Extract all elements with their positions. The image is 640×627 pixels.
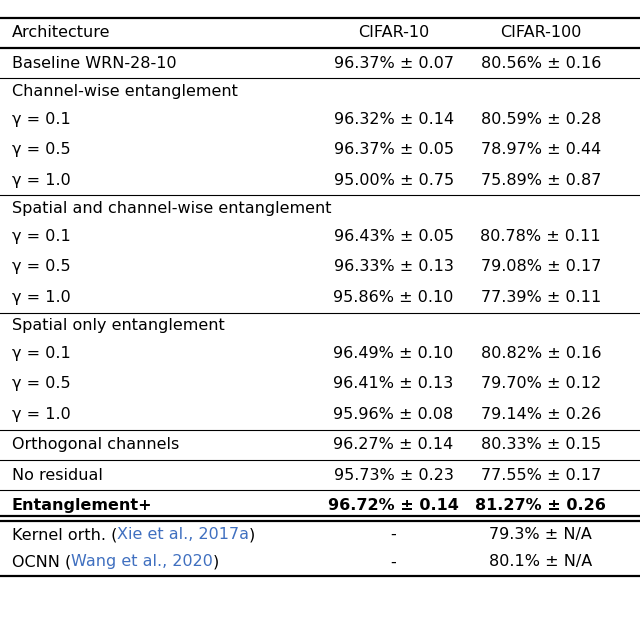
Text: γ = 0.5: γ = 0.5	[12, 260, 70, 275]
Text: 96.32% ± 0.14: 96.32% ± 0.14	[333, 112, 454, 127]
Text: 96.43% ± 0.05: 96.43% ± 0.05	[333, 229, 454, 244]
Text: Spatial only entanglement: Spatial only entanglement	[12, 319, 224, 334]
Text: 96.72% ± 0.14: 96.72% ± 0.14	[328, 498, 459, 513]
Text: 80.82% ± 0.16: 80.82% ± 0.16	[481, 346, 601, 361]
Text: γ = 1.0: γ = 1.0	[12, 290, 70, 305]
Text: Architecture: Architecture	[12, 25, 110, 40]
Text: 95.00% ± 0.75: 95.00% ± 0.75	[333, 173, 454, 187]
Text: 95.86% ± 0.10: 95.86% ± 0.10	[333, 290, 454, 305]
Text: 96.27% ± 0.14: 96.27% ± 0.14	[333, 437, 454, 452]
Text: Orthogonal channels: Orthogonal channels	[12, 437, 179, 452]
Text: 96.37% ± 0.05: 96.37% ± 0.05	[333, 142, 454, 157]
Text: γ = 0.1: γ = 0.1	[12, 112, 70, 127]
Text: ): )	[249, 527, 255, 542]
Text: γ = 1.0: γ = 1.0	[12, 407, 70, 422]
Text: 79.3% ± N/A: 79.3% ± N/A	[490, 527, 592, 542]
Text: 75.89% ± 0.87: 75.89% ± 0.87	[481, 173, 601, 187]
Text: 96.41% ± 0.13: 96.41% ± 0.13	[333, 376, 454, 391]
Text: No residual: No residual	[12, 468, 102, 483]
Text: γ = 0.1: γ = 0.1	[12, 346, 70, 361]
Text: CIFAR-10: CIFAR-10	[358, 25, 429, 40]
Text: -: -	[391, 554, 396, 569]
Text: 77.55% ± 0.17: 77.55% ± 0.17	[481, 468, 601, 483]
Text: 80.56% ± 0.16: 80.56% ± 0.16	[481, 56, 601, 71]
Text: 96.37% ± 0.07: 96.37% ± 0.07	[333, 56, 454, 71]
Text: γ = 0.5: γ = 0.5	[12, 142, 70, 157]
Text: 80.33% ± 0.15: 80.33% ± 0.15	[481, 437, 601, 452]
Text: 79.08% ± 0.17: 79.08% ± 0.17	[481, 260, 601, 275]
Text: OCNN (: OCNN (	[12, 554, 71, 569]
Text: γ = 0.1: γ = 0.1	[12, 229, 70, 244]
Text: Xie et al., 2017a: Xie et al., 2017a	[117, 527, 249, 542]
Text: Wang et al., 2020: Wang et al., 2020	[71, 554, 212, 569]
Text: CIFAR-100: CIFAR-100	[500, 25, 582, 40]
Text: Spatial and channel-wise entanglement: Spatial and channel-wise entanglement	[12, 201, 331, 216]
Text: 81.27% ± 0.26: 81.27% ± 0.26	[476, 498, 606, 513]
Text: 96.33% ± 0.13: 96.33% ± 0.13	[333, 260, 454, 275]
Text: -: -	[391, 527, 396, 542]
Text: ): )	[212, 554, 219, 569]
Text: 80.78% ± 0.11: 80.78% ± 0.11	[481, 229, 601, 244]
Text: γ = 1.0: γ = 1.0	[12, 173, 70, 187]
Text: 80.1% ± N/A: 80.1% ± N/A	[489, 554, 593, 569]
Text: 78.97% ± 0.44: 78.97% ± 0.44	[481, 142, 601, 157]
Text: Channel-wise entanglement: Channel-wise entanglement	[12, 84, 237, 99]
Text: 79.14% ± 0.26: 79.14% ± 0.26	[481, 407, 601, 422]
Text: 95.96% ± 0.08: 95.96% ± 0.08	[333, 407, 454, 422]
Text: 96.49% ± 0.10: 96.49% ± 0.10	[333, 346, 454, 361]
Text: Baseline WRN-28-10: Baseline WRN-28-10	[12, 56, 176, 71]
Text: 95.73% ± 0.23: 95.73% ± 0.23	[333, 468, 454, 483]
Text: 80.59% ± 0.28: 80.59% ± 0.28	[481, 112, 601, 127]
Text: 77.39% ± 0.11: 77.39% ± 0.11	[481, 290, 601, 305]
Text: γ = 0.5: γ = 0.5	[12, 376, 70, 391]
Text: Entanglement+: Entanglement+	[12, 498, 152, 513]
Text: 79.70% ± 0.12: 79.70% ± 0.12	[481, 376, 601, 391]
Text: Kernel orth. (: Kernel orth. (	[12, 527, 117, 542]
